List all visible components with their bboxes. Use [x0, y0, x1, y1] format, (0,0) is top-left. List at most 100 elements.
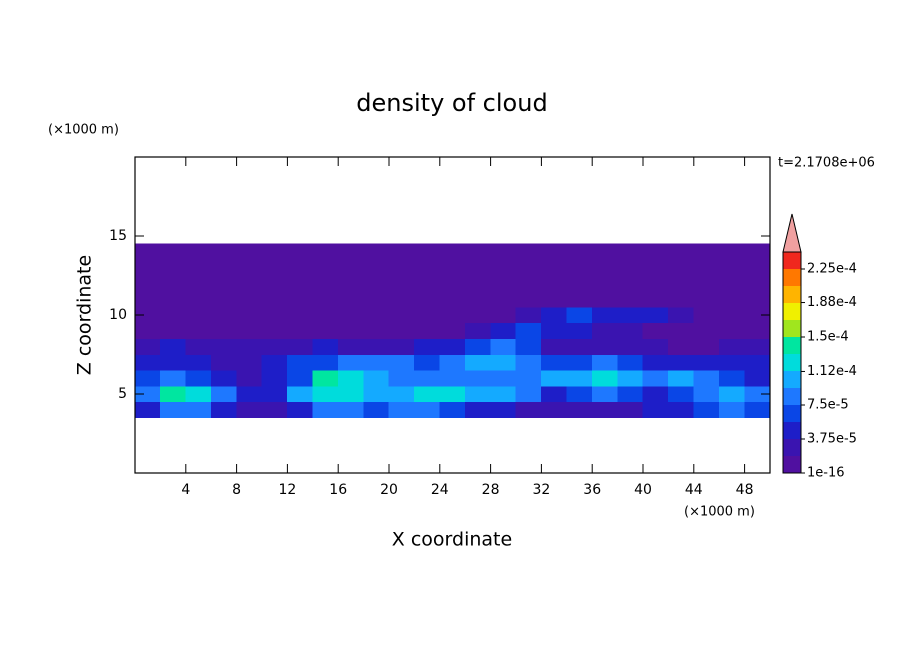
contour-cell: [337, 369, 364, 387]
contour-cell: [642, 243, 669, 260]
contour-cell: [515, 369, 542, 387]
contour-cell: [566, 275, 593, 292]
contour-cell: [642, 385, 669, 403]
contour-cell: [668, 243, 695, 260]
contour-cell: [236, 354, 263, 371]
contour-cell: [464, 259, 491, 276]
x-tick-label: 12: [278, 482, 296, 498]
y-tick-label: 5: [118, 386, 127, 402]
contour-cell: [287, 369, 314, 387]
contour-cell: [541, 306, 568, 324]
contour-cell: [261, 243, 288, 260]
contour-cell: [668, 385, 695, 403]
contour-cell: [414, 322, 441, 339]
contour-cell: [464, 290, 491, 308]
contour-cell: [439, 354, 466, 371]
contour-cell: [337, 290, 364, 308]
contour-cell: [693, 385, 720, 403]
contour-cell: [566, 243, 593, 260]
contour-cell: [388, 401, 415, 418]
contour-cell: [642, 306, 669, 324]
contour-cell: [617, 354, 644, 371]
contour-cell: [668, 401, 695, 418]
contour-cell: [490, 338, 517, 355]
contour-cell: [363, 338, 390, 355]
contour-cell: [464, 369, 491, 387]
contour-cell: [515, 354, 542, 371]
contour-cell: [566, 306, 593, 324]
contour-cell: [591, 259, 618, 276]
contour-cell: [261, 275, 288, 292]
contour-cell: [490, 354, 517, 371]
contour-cell: [261, 338, 288, 355]
colorbar-band: [783, 354, 801, 371]
contour-cell: [210, 259, 237, 276]
contour-cell: [185, 290, 212, 308]
contour-cell: [414, 385, 441, 403]
contour-cell: [617, 306, 644, 324]
contour-cell: [541, 401, 568, 418]
colorbar-extension: [782, 213, 802, 253]
contour-cell: [287, 338, 314, 355]
x-tick-label: 4: [181, 482, 190, 498]
contour-cell: [718, 290, 745, 308]
contour-cell: [388, 369, 415, 387]
x-tick-label: 44: [685, 482, 703, 498]
colorbar-band: [783, 303, 801, 320]
contour-cell: [591, 354, 618, 371]
x-tick-label: 16: [329, 482, 347, 498]
contour-cell: [185, 385, 212, 403]
contour-cell: [617, 369, 644, 387]
contour-cell: [185, 338, 212, 355]
contour-cell: [744, 369, 771, 387]
contour-cell: [388, 243, 415, 260]
contour-cell: [363, 385, 390, 403]
contour-cell: [312, 243, 339, 260]
colorbar-label: 1e-16: [807, 466, 845, 481]
contour-cell: [160, 306, 187, 324]
contour-cell: [490, 401, 517, 418]
contour-cell: [236, 306, 263, 324]
contour-cell: [718, 275, 745, 292]
colorbar-label: 1.12e-4: [807, 364, 857, 379]
colorbar-band: [783, 388, 801, 405]
chart-title: density of cloud: [356, 89, 547, 117]
contour-cell: [185, 354, 212, 371]
contour-cell: [287, 385, 314, 403]
contour-cell: [236, 275, 263, 292]
contour-cell: [515, 243, 542, 260]
contour-cell: [541, 243, 568, 260]
contour-cell: [312, 354, 339, 371]
y-unit: (×1000 m): [48, 123, 119, 138]
x-tick-label: 20: [380, 482, 398, 498]
contour-cell: [363, 243, 390, 260]
contour-cell: [642, 338, 669, 355]
colorbar-label: 1.5e-4: [807, 330, 849, 345]
contour-cell: [236, 401, 263, 418]
contour-cell: [718, 306, 745, 324]
contour-cell: [388, 385, 415, 403]
contour-cell: [541, 385, 568, 403]
contour-cell: [287, 401, 314, 418]
contour-cell: [210, 369, 237, 387]
contour-cell: [693, 275, 720, 292]
contour-cell: [718, 243, 745, 260]
contour-cell: [439, 322, 466, 339]
colorbar-band: [783, 371, 801, 388]
contour-cell: [617, 243, 644, 260]
contour-cell: [464, 401, 491, 418]
colorbar-band: [783, 320, 801, 337]
contour-cell: [693, 338, 720, 355]
y-tick-label: 15: [109, 228, 127, 244]
contour-cell: [642, 259, 669, 276]
contour-cell: [210, 338, 237, 355]
contour-cell: [566, 369, 593, 387]
contour-cell: [718, 369, 745, 387]
x-tick-label: 48: [736, 482, 754, 498]
contour-cell: [261, 369, 288, 387]
contour-cell: [337, 243, 364, 260]
contour-cell: [693, 401, 720, 418]
contour-cell: [490, 385, 517, 403]
x-unit: (×1000 m): [684, 505, 755, 520]
contour-cell: [337, 275, 364, 292]
